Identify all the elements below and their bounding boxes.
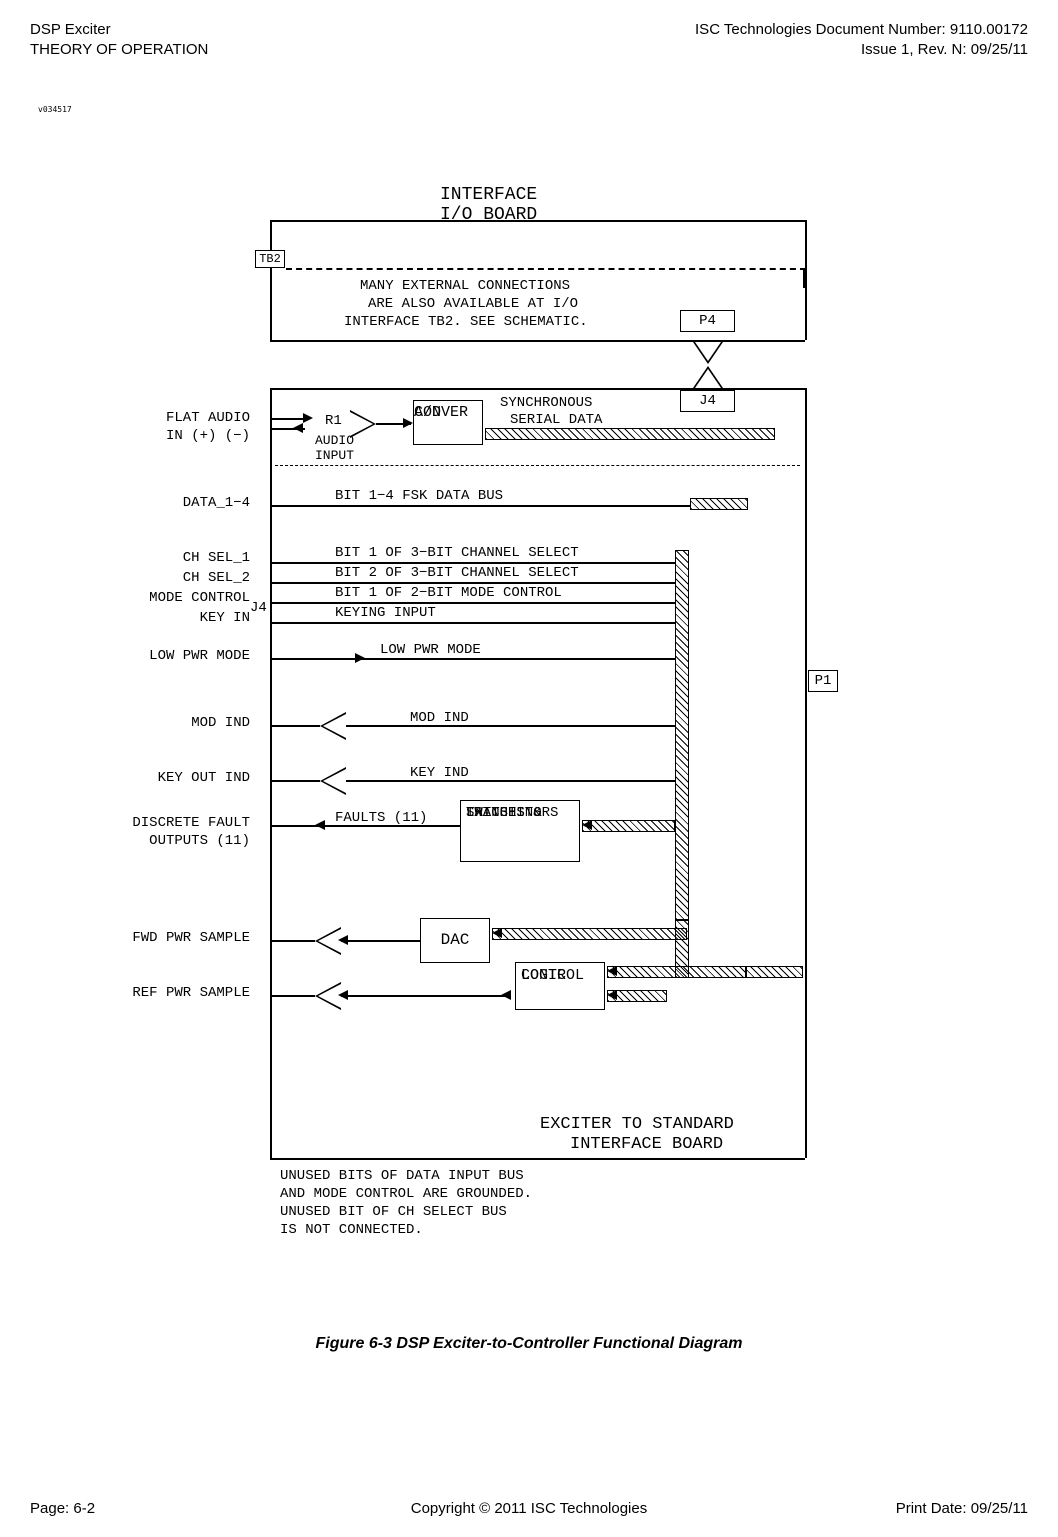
ref-pwr-label: REF PWR SAMPLE: [100, 985, 250, 1001]
functional-diagram: TB2 INTERFACE I/O BOARD MANY EXTERNAL CO…: [120, 170, 930, 1300]
j4-top-label: J4: [680, 390, 735, 412]
key-out-label: KEY OUT IND: [140, 770, 250, 786]
faults-label: FAULTS (11): [335, 810, 427, 826]
tb2-label: TB2: [255, 250, 285, 268]
bottom-note-l1: UNUSED BITS OF DATA INPUT BUS: [280, 1168, 524, 1184]
header-right: ISC Technologies Document Number: 9110.0…: [695, 20, 1028, 59]
data14-label: DATA_1−4: [140, 495, 250, 511]
bit14-fsk-label: BIT 1−4 FSK DATA BUS: [335, 488, 503, 504]
figure-caption: Figure 6-3 DSP Exciter-to-Controller Fun…: [315, 1335, 742, 1353]
mode-ctrl-label: MODE CONTROL: [110, 590, 250, 606]
ad-l2: CONVER: [414, 403, 468, 423]
doc-number: ISC Technologies Document Number: 9110.0…: [695, 20, 1028, 40]
flat-audio-l1: FLAT AUDIO: [140, 410, 250, 426]
p4-label: P4: [680, 310, 735, 332]
dac-block: DAC: [420, 918, 490, 963]
sync-l2: SERIAL DATA: [510, 412, 602, 428]
audio-in-l1: AUDIO: [315, 433, 354, 448]
mod-ind-label: MOD IND: [140, 715, 250, 731]
io-board-title2: I/O BOARD: [440, 205, 537, 225]
header-left: DSP Exciter THEORY OF OPERATION: [30, 20, 208, 59]
key-in-label: KEY IN: [140, 610, 250, 626]
doc-issue: Issue 1, Rev. N: 09/25/11: [695, 40, 1028, 60]
note-l3: INTERFACE TB2. SEE SCHEMATIC.: [344, 314, 588, 330]
ch-sel2-label: CH SEL_2: [140, 570, 250, 586]
exciter-title-l2: INTERFACE BOARD: [570, 1135, 723, 1154]
audio-in-l2: INPUT: [315, 448, 354, 463]
keying-label: KEYING INPUT: [335, 605, 436, 621]
j4-side-label: J4: [250, 600, 267, 616]
version-stamp: v034517: [38, 105, 72, 114]
bit1-2mode-label: BIT 1 OF 2−BIT MODE CONTROL: [335, 585, 562, 601]
footer-page: Page: 6-2: [30, 1500, 95, 1517]
discrete-l2: OUTPUTS (11): [110, 833, 250, 849]
flat-audio-l2: IN (+) (−): [140, 428, 250, 444]
doc-section: THEORY OF OPERATION: [30, 40, 208, 60]
ch-sel1-label: CH SEL_1: [140, 550, 250, 566]
bit1-3ch-label: BIT 1 OF 3−BIT CHANNEL SELECT: [335, 545, 579, 561]
doc-title: DSP Exciter: [30, 20, 208, 40]
footer-copyright: Copyright © 2011 ISC Technologies: [411, 1500, 647, 1517]
footer-date: Print Date: 09/25/11: [896, 1500, 1028, 1517]
low-pwr-label: LOW PWR MODE: [110, 648, 250, 664]
latches-l3: TRANSISTORS: [466, 804, 558, 822]
note-l1: MANY EXTERNAL CONNECTIONS: [360, 278, 570, 294]
bottom-note-l2: AND MODE CONTROL ARE GROUNDED.: [280, 1186, 532, 1202]
bit2-3ch-label: BIT 2 OF 3−BIT CHANNEL SELECT: [335, 565, 579, 581]
bottom-note-l4: IS NOT CONNECTED.: [280, 1222, 423, 1238]
control-l2: LOGIC: [521, 966, 566, 986]
fwd-pwr-label: FWD PWR SAMPLE: [100, 930, 250, 946]
mod-ind-sig: MOD IND: [410, 710, 469, 726]
sync-l1: SYNCHRONOUS: [500, 395, 592, 411]
key-ind-sig: KEY IND: [410, 765, 469, 781]
low-pwr-sig: LOW PWR MODE: [380, 642, 481, 658]
note-l2: ARE ALSO AVAILABLE AT I/O: [368, 296, 578, 312]
bottom-note-l3: UNUSED BIT OF CH SELECT BUS: [280, 1204, 507, 1220]
r1-label: R1: [325, 413, 342, 429]
p1-label: P1: [808, 670, 838, 692]
io-board-title1: INTERFACE: [440, 185, 537, 205]
discrete-l1: DISCRETE FAULT: [110, 815, 250, 831]
exciter-title-l1: EXCITER TO STANDARD: [540, 1115, 734, 1134]
